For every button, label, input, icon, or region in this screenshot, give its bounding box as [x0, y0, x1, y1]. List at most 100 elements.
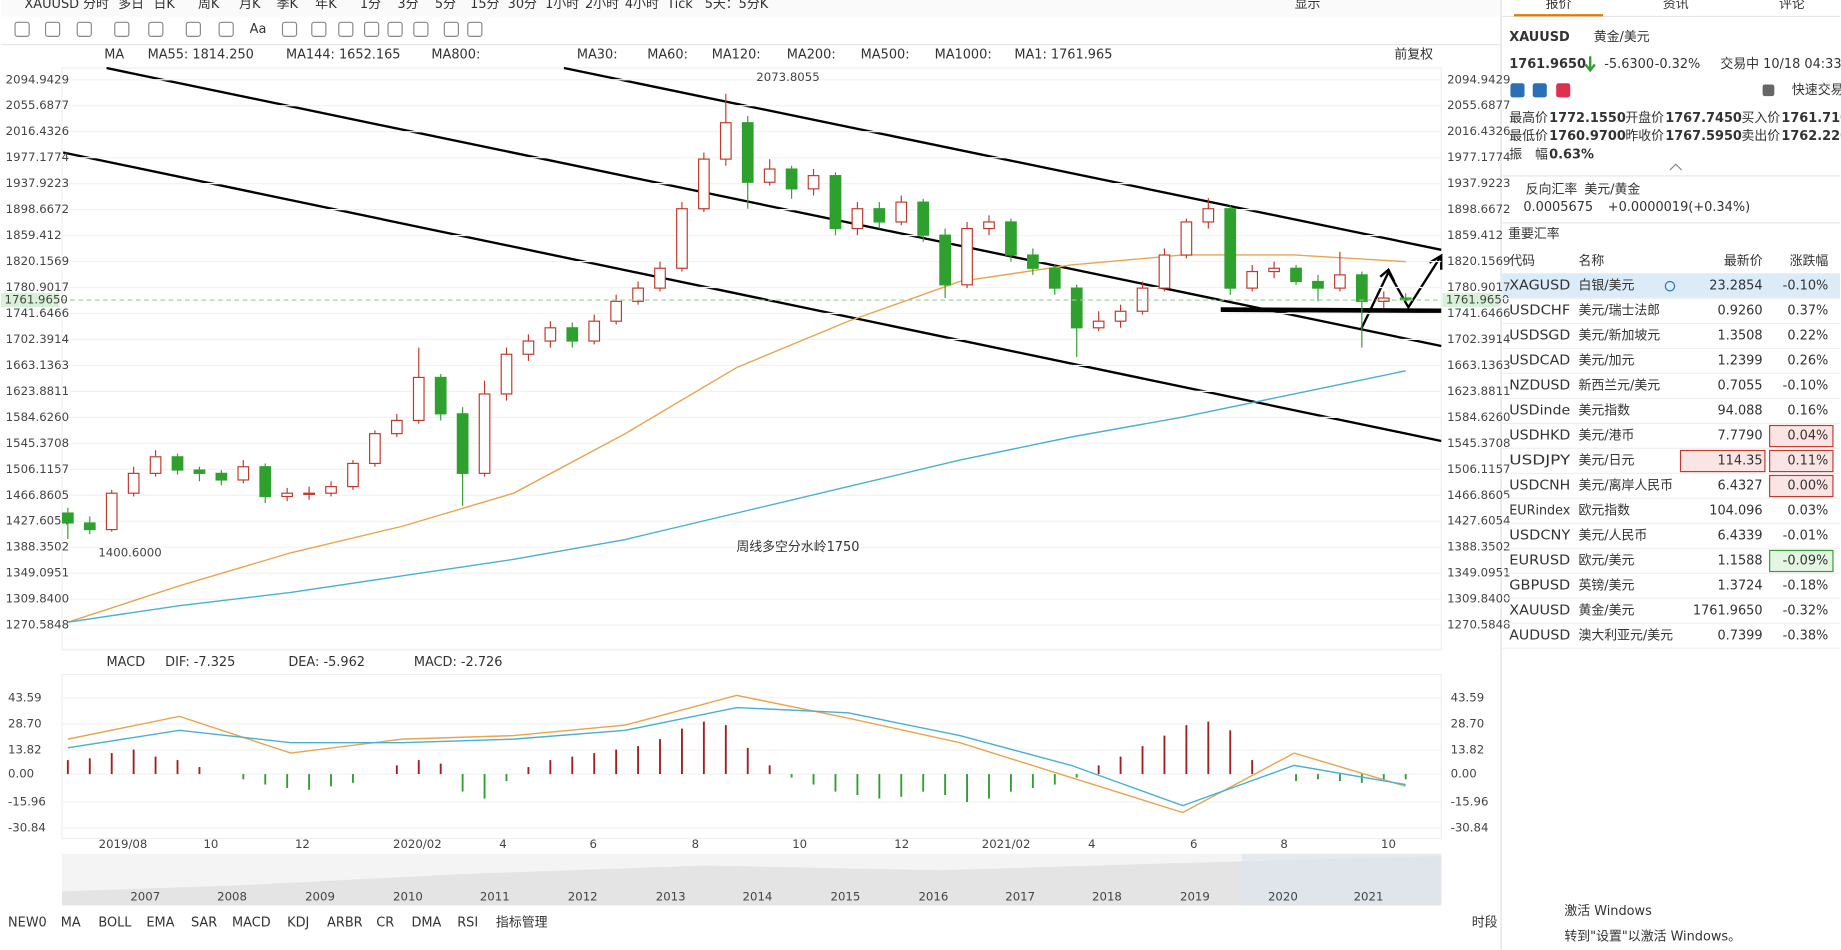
indicator-tab[interactable]: ARBR — [327, 916, 363, 931]
tool-icon[interactable] — [311, 21, 327, 37]
indicator-tab[interactable]: EMA — [146, 916, 174, 931]
restore-button[interactable]: 前复权 — [1394, 47, 1433, 63]
row-code[interactable]: USDCNY — [1509, 528, 1570, 543]
period-tab[interactable]: 4小时 — [625, 0, 659, 12]
row-code[interactable]: USDCAD — [1509, 354, 1570, 369]
tool-icon[interactable] — [76, 21, 92, 37]
display-menu[interactable]: 显示 — [1295, 0, 1321, 12]
tool-icon[interactable] — [218, 21, 234, 37]
panel-icon[interactable] — [1510, 83, 1525, 98]
collapse-arrow[interactable] — [1669, 163, 1683, 171]
row-change: 0.37% — [1787, 304, 1828, 319]
indicator-tab[interactable]: BOLL — [98, 916, 132, 931]
row-name[interactable]: 美元/瑞士法郎 — [1578, 304, 1660, 319]
tool-icon[interactable] — [467, 21, 483, 37]
row-name[interactable]: 白银/美元 — [1578, 278, 1634, 294]
panel-icon[interactable] — [1556, 83, 1571, 98]
tool-icon[interactable] — [281, 21, 298, 37]
row-code[interactable]: EURindex — [1509, 504, 1570, 519]
indicator-tab[interactable]: MACD — [232, 916, 271, 931]
tool-icon[interactable] — [14, 21, 30, 37]
row-name[interactable]: 美元/离岸人民币 — [1578, 478, 1673, 494]
row-code[interactable]: USDCHF — [1509, 304, 1570, 319]
row-name[interactable]: 美元/港币 — [1578, 429, 1634, 444]
period-tab[interactable]: 15分 — [470, 0, 499, 12]
symbol[interactable]: XAUUSD — [24, 0, 79, 12]
quick-trade[interactable]: 快速交易 — [1792, 82, 1841, 98]
row-name[interactable]: 美元指数 — [1578, 404, 1630, 419]
row-name[interactable]: 黄金/美元 — [1578, 602, 1634, 618]
indicator-tab[interactable]: 指标管理 — [496, 916, 548, 931]
selected-row[interactable] — [1502, 273, 1841, 298]
tool-icon[interactable] — [413, 21, 429, 37]
bell-icon[interactable] — [1762, 84, 1775, 97]
ma-label[interactable]: MA — [104, 48, 124, 63]
row-code[interactable]: AUDUSD — [1509, 628, 1570, 643]
indicator-tab[interactable]: RSI — [457, 916, 478, 931]
indicator-tab[interactable]: MA — [61, 916, 81, 931]
period-tab[interactable]: 年K — [315, 0, 337, 12]
row-code[interactable]: USDCNH — [1509, 479, 1570, 494]
row-name[interactable]: 美元/新加坡元 — [1578, 328, 1660, 344]
period-tab[interactable]: 日K — [153, 0, 175, 12]
row-name[interactable]: 美元/加元 — [1578, 354, 1634, 369]
period-tab[interactable]: 1分 — [360, 0, 381, 12]
row-code[interactable]: USDHKD — [1509, 429, 1570, 444]
row-code[interactable]: XAUUSD — [1509, 603, 1570, 618]
panel-tab[interactable]: 评论 — [1779, 0, 1805, 12]
overview-window[interactable] — [1241, 853, 1442, 906]
session-button[interactable]: 时段 — [1472, 916, 1498, 931]
period-tab[interactable]: 多日 — [118, 0, 144, 12]
row-name[interactable]: 新西兰元/美元 — [1578, 378, 1660, 394]
tool-icon[interactable] — [114, 21, 130, 37]
reverse-pair[interactable]: 美元/黄金 — [1584, 181, 1640, 197]
panel-tab[interactable]: 资讯 — [1663, 0, 1689, 12]
range-select[interactable]: 5天：5分K — [705, 0, 769, 12]
table-header[interactable]: 名称 — [1578, 253, 1604, 269]
period-tab[interactable]: 季K — [277, 0, 299, 12]
table-header[interactable]: 最新价 — [1724, 253, 1763, 269]
tool-icon[interactable] — [148, 21, 164, 37]
tool-icon[interactable] — [387, 21, 403, 37]
text-tool[interactable]: Aa — [250, 22, 267, 37]
tool-icon[interactable] — [443, 21, 459, 37]
table-header[interactable]: 代码 — [1509, 254, 1535, 269]
period-tab[interactable]: 月K — [239, 0, 261, 12]
row-name[interactable]: 英镑/美元 — [1578, 577, 1634, 593]
watch-icon[interactable] — [1664, 280, 1676, 292]
row-name[interactable]: 澳大利亚元/美元 — [1578, 627, 1673, 643]
period-tab[interactable]: 30分 — [508, 0, 537, 12]
row-name[interactable]: 美元/日元 — [1578, 454, 1634, 469]
period-tab[interactable]: 3分 — [397, 0, 418, 12]
row-code[interactable]: EURUSD — [1509, 553, 1570, 568]
panel-icon[interactable] — [1532, 83, 1547, 98]
row-name[interactable]: 欧元指数 — [1578, 504, 1630, 519]
tool-icon[interactable] — [338, 21, 354, 37]
y-tick-label: 28.70 — [1451, 716, 1485, 730]
row-code[interactable]: USDinde — [1509, 404, 1570, 419]
period-tab[interactable]: Tick — [666, 0, 693, 12]
watermark-subtitle: 转到"设置"以激活 Windows。 — [1564, 930, 1741, 945]
row-code[interactable]: XAGUSD — [1509, 279, 1570, 294]
row-code[interactable]: USDSGD — [1509, 329, 1570, 344]
period-tab[interactable]: 周K — [198, 0, 220, 12]
indicator-tab[interactable]: SAR — [191, 916, 217, 931]
row-code[interactable]: NZDUSD — [1509, 379, 1570, 394]
table-header[interactable]: 涨跌幅 — [1790, 253, 1829, 269]
indicator-tab[interactable]: KDJ — [287, 916, 309, 931]
period-tab[interactable]: 5分 — [435, 0, 456, 12]
row-code[interactable]: GBPUSD — [1509, 578, 1570, 593]
period-tab[interactable]: 1小时 — [545, 0, 579, 12]
indicator-tab[interactable]: NEW0 — [8, 916, 47, 931]
tool-icon[interactable] — [363, 21, 380, 37]
tool-icon[interactable] — [44, 21, 61, 37]
period-tab[interactable]: 2小时 — [585, 0, 619, 12]
period-tab[interactable]: 分时 — [83, 0, 109, 12]
panel-tab[interactable]: 报价 — [1546, 0, 1572, 12]
row-code[interactable]: USDJPY — [1509, 454, 1570, 469]
row-name[interactable]: 美元/人民币 — [1578, 528, 1647, 543]
tool-icon[interactable] — [185, 21, 201, 37]
indicator-tab[interactable]: DMA — [411, 916, 441, 931]
row-name[interactable]: 欧元/美元 — [1578, 553, 1634, 568]
indicator-tab[interactable]: CR — [376, 916, 394, 931]
